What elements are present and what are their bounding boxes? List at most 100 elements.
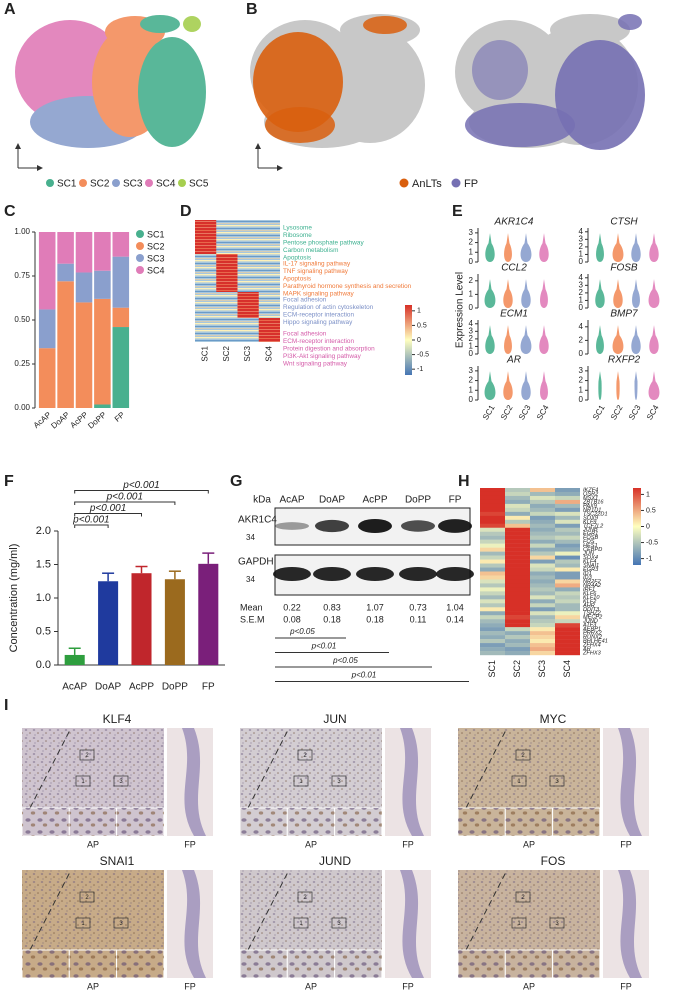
heatmap-cell — [505, 495, 530, 501]
heatmap-cell — [480, 499, 505, 505]
heatmap-cell — [480, 647, 505, 652]
heatmap-cell — [530, 615, 555, 620]
panel-label: H — [458, 473, 470, 490]
legend-label: SC4 — [156, 179, 176, 190]
heatmap-cell — [505, 647, 530, 652]
region-number: 1 — [81, 779, 85, 785]
bar — [198, 563, 219, 665]
heatmap-cell — [505, 643, 530, 648]
gene-label: PRRX2 — [583, 631, 603, 637]
bar-segment — [112, 232, 130, 257]
legend-swatch — [136, 242, 144, 250]
heatmap-cell — [530, 611, 555, 616]
panel-label: A — [4, 1, 16, 18]
lane-label: AcPP — [362, 495, 387, 506]
region-divider — [29, 871, 71, 951]
heatmap-cell — [555, 567, 580, 572]
image-label: FP — [184, 981, 196, 991]
heatmap-cell — [505, 615, 530, 620]
y-axis-title: Concentration (mg/ml) — [8, 544, 20, 653]
bar-segment — [94, 298, 111, 405]
heatmap-cell — [530, 631, 555, 636]
inset-texture — [505, 950, 553, 978]
heatmap-cell — [505, 599, 530, 604]
x-tick-label: DoPP — [162, 682, 188, 693]
pathway-term: Wnt signaling pathway — [283, 360, 348, 367]
region-number: 2 — [521, 753, 525, 759]
legend-swatch — [136, 266, 144, 274]
heatmap-cell — [480, 555, 505, 560]
heatmap-cell — [530, 507, 555, 513]
bar-segment — [38, 309, 56, 349]
inset-texture — [240, 808, 288, 836]
x-tick-label: FP — [202, 682, 215, 693]
heatmap-cell — [505, 519, 530, 524]
pathway-term: Parathyroid hormone synthesis and secret… — [283, 283, 412, 290]
region-number: 1 — [299, 921, 303, 927]
inset-texture — [22, 808, 70, 836]
inset-texture — [69, 950, 117, 978]
heatmap-cell — [505, 531, 530, 536]
panel-label: E — [452, 203, 463, 220]
bar-segment — [94, 270, 111, 299]
violin — [503, 371, 513, 400]
region-number: 3 — [555, 779, 559, 785]
gene-label: OSR2 — [583, 491, 599, 497]
heatmap-cell — [480, 587, 505, 592]
heatmap-cell — [530, 519, 555, 524]
fp-tissue — [400, 728, 424, 836]
region-box — [113, 775, 129, 787]
region-divider — [465, 729, 507, 809]
inset-texture — [334, 808, 382, 836]
heatmap-cell — [555, 511, 580, 517]
image-label: AP — [305, 981, 317, 991]
heatmap-cell — [555, 563, 580, 568]
heatmap-cell — [480, 595, 505, 600]
bar — [98, 581, 119, 665]
stain-title: FOS — [541, 854, 566, 868]
heatmap-cell — [505, 651, 530, 656]
column-label: SC3 — [517, 403, 533, 421]
violin — [521, 279, 531, 308]
inset-texture — [334, 950, 382, 978]
stain-title: KLF4 — [103, 712, 132, 726]
row-label: Mean — [240, 602, 263, 612]
gene-label: TCF7L2 — [583, 523, 604, 529]
significance-bracket — [74, 490, 209, 494]
region-number: 1 — [517, 921, 521, 927]
heatmap-cell — [480, 579, 505, 584]
legend-swatch — [451, 178, 461, 188]
inset-texture — [116, 950, 164, 978]
column-label: SC2 — [222, 345, 231, 361]
region-number: 3 — [337, 779, 341, 785]
y-tick-label: 1 — [469, 385, 474, 394]
gene-label: KLF9 — [583, 519, 596, 525]
gene-label: AEBP1 — [582, 627, 601, 633]
panel-label: B — [246, 1, 258, 18]
heatmap-cell — [555, 527, 580, 532]
heatmap-cell — [505, 543, 530, 548]
bar — [131, 573, 152, 665]
gene-name: CTSH — [610, 217, 638, 228]
heatmap-cell — [505, 488, 530, 493]
significance-label: p<0.001 — [89, 503, 126, 514]
heatmap-cell — [505, 587, 530, 592]
region-box — [511, 917, 527, 929]
heatmap-cell — [480, 551, 505, 556]
pathway-term: Lysosome — [283, 225, 312, 232]
colorbar-tick-label: 1 — [417, 308, 421, 315]
y-tick-label: 1 — [469, 247, 474, 256]
x-tick-label: AcPP — [129, 682, 154, 693]
heatmap-cell — [505, 571, 530, 576]
heatmap-cell — [505, 611, 530, 616]
inset-texture — [552, 808, 600, 836]
region-number: 3 — [337, 921, 341, 927]
region-box — [293, 917, 309, 929]
gene-label: EGR3 — [583, 567, 599, 573]
image-label: AP — [523, 839, 535, 849]
y-tick-label: 0 — [579, 303, 584, 312]
image-label: FP — [620, 839, 632, 849]
gene-label: IRF1 — [583, 587, 595, 593]
gene-name: AR — [506, 355, 521, 366]
heatmap-cell — [505, 555, 530, 560]
